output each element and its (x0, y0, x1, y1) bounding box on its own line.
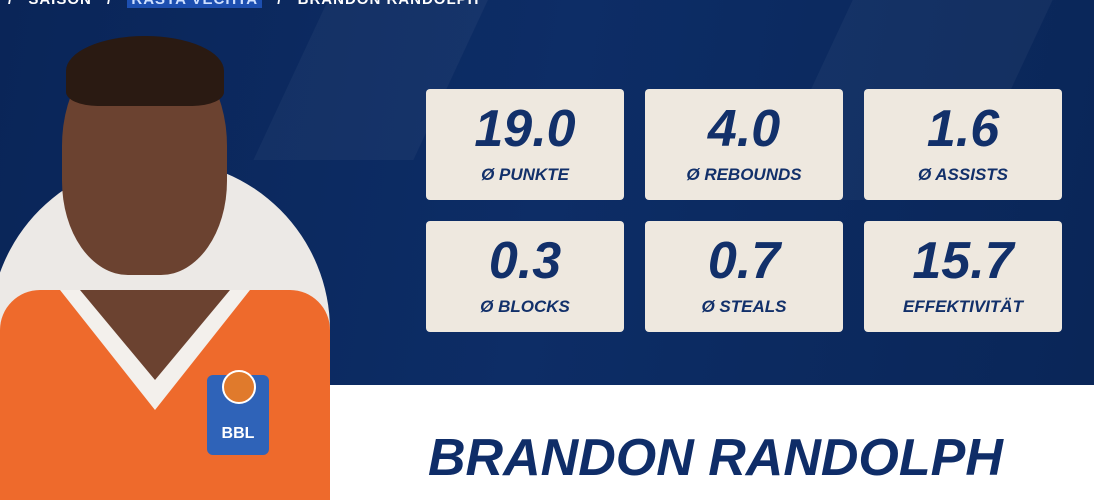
stat-label: Ø REBOUNDS (686, 165, 802, 184)
stat-label: EFFEKTIVITÄT (903, 297, 1023, 316)
breadcrumb-player: BRANDON RANDOLPH (298, 0, 480, 8)
stat-card-assists: 1.6 Ø ASSISTS (864, 89, 1062, 200)
stat-card-steals: 0.7 Ø STEALS (645, 221, 843, 332)
basketball-icon (222, 370, 256, 404)
breadcrumb-saison[interactable]: SAISON (28, 0, 92, 8)
breadcrumb: / SAISON / RASTA VECHTA / BRANDON RANDOL… (8, 0, 489, 8)
stat-label: Ø BLOCKS (480, 297, 570, 316)
player-hair (66, 36, 224, 106)
stat-value: 1.6 (926, 100, 1000, 158)
stat-card-points: 19.0 Ø PUNKTE (426, 89, 624, 200)
stat-label: Ø ASSISTS (917, 165, 1009, 184)
breadcrumb-separator: / (107, 0, 112, 8)
stat-card-rebounds: 4.0 Ø REBOUNDS (645, 89, 843, 200)
breadcrumb-team[interactable]: RASTA VECHTA (127, 0, 263, 8)
stat-value: 19.0 (474, 100, 576, 158)
breadcrumb-separator: / (8, 0, 13, 8)
stat-value: 4.0 (707, 100, 781, 158)
stat-card-blocks: 0.3 Ø BLOCKS (426, 221, 624, 332)
player-name: BRANDON RANDOLPH (428, 429, 1003, 487)
stat-card-efficiency: 15.7 EFFEKTIVITÄT (864, 221, 1062, 332)
stat-value: 0.3 (488, 232, 562, 290)
stat-label: Ø STEALS (701, 297, 787, 316)
stat-label: Ø PUNKTE (481, 165, 569, 184)
stat-value: 15.7 (912, 232, 1014, 290)
stat-value: 0.7 (707, 232, 781, 290)
breadcrumb-separator: / (277, 0, 282, 8)
